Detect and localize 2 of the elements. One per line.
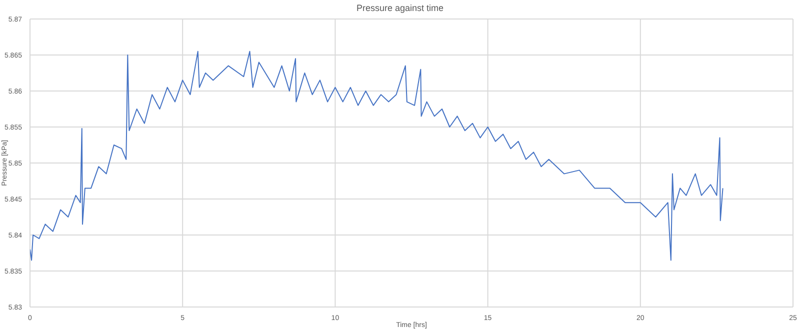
line-series xyxy=(30,50,724,261)
chart-title: Pressure against time xyxy=(355,3,445,13)
